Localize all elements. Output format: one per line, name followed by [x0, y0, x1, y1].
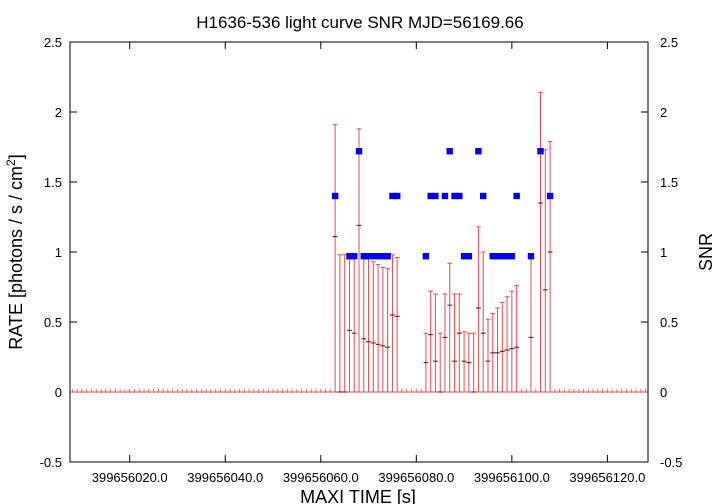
x-tick-label: 399656100.0: [474, 470, 550, 485]
snr-point: [446, 148, 453, 155]
y-tick-label: 0: [55, 385, 62, 400]
y2-tick-label: 0.5: [660, 315, 678, 330]
snr-point: [355, 148, 363, 155]
y2-tick-label: 0: [660, 385, 667, 400]
x-tick-label: 399656120.0: [569, 470, 645, 485]
x-tick-label: 399656060.0: [283, 470, 359, 485]
snr-point: [513, 192, 520, 200]
y2-tick-label: 1.5: [660, 175, 678, 190]
snr-point: [384, 253, 391, 260]
snr-point: [546, 192, 554, 200]
snr-point: [537, 148, 544, 155]
snr-point: [427, 192, 434, 200]
snr-point: [503, 253, 511, 260]
y2-tick-label: -0.5: [660, 455, 682, 470]
snr-point: [451, 192, 458, 200]
snr-series: [331, 148, 554, 260]
snr-point: [331, 192, 339, 200]
snr-point: [499, 253, 506, 260]
snr-point: [441, 192, 449, 200]
snr-point: [456, 192, 463, 200]
snr-point: [379, 253, 387, 260]
snr-point: [360, 253, 367, 260]
snr-point: [432, 192, 439, 200]
y2-tick-label: 2: [660, 105, 667, 120]
ticks-layer: 399656020.0 399656040.0 399656060.0 3996560…: [40, 35, 683, 485]
snr-point: [494, 253, 501, 260]
y-axis-title-main: RATE [photons / s / cm: [6, 166, 26, 350]
y-tick-label: 1.5: [44, 175, 62, 190]
x-tick-label: 399656080.0: [378, 470, 454, 485]
snr-point: [460, 253, 468, 260]
snr-point: [527, 253, 535, 260]
snr-point: [346, 253, 353, 260]
y2-axis-title: SNR: [696, 233, 716, 271]
snr-point: [479, 192, 487, 200]
y-axis-title: RATE [photons / s / cm2]: [4, 154, 26, 349]
snr-point: [389, 192, 396, 200]
x-tick-label: 399656040.0: [187, 470, 263, 485]
y-tick-label: 2: [55, 105, 62, 120]
y-axis-title-tail: ]: [6, 154, 26, 159]
snr-point: [351, 253, 358, 260]
y-axis-title-superscript: 2: [4, 159, 18, 166]
y-tick-label: 0.5: [44, 315, 62, 330]
snr-point: [475, 148, 482, 155]
x-tick-label: 399656020.0: [92, 470, 168, 485]
plot-frame: [69, 41, 649, 463]
snr-point: [465, 253, 473, 260]
snr-point: [374, 253, 382, 260]
snr-point: [370, 253, 377, 260]
x-axis-title: MAXI TIME [s]: [300, 487, 416, 504]
rate-series: [69, 91, 649, 393]
snr-point: [489, 253, 496, 260]
y-tick-label: 2.5: [44, 35, 62, 50]
snr-point: [508, 253, 516, 260]
y2-tick-label: 2.5: [660, 35, 678, 50]
y-tick-label: -0.5: [40, 455, 62, 470]
snr-point: [365, 253, 372, 260]
y-tick-label: 1: [55, 245, 62, 260]
snr-point: [422, 253, 430, 260]
snr-point: [394, 192, 401, 200]
chart-title: H1636-536 light curve SNR MJD=56169.66: [196, 13, 523, 32]
y2-tick-label: 1: [660, 245, 667, 260]
